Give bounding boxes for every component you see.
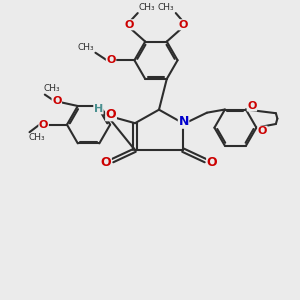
Text: O: O	[106, 55, 116, 65]
Text: CH₃: CH₃	[78, 43, 94, 52]
Text: N: N	[178, 115, 189, 128]
Text: CH₃: CH₃	[139, 3, 155, 12]
Text: CH₃: CH₃	[43, 84, 60, 93]
Text: O: O	[106, 108, 116, 121]
Text: O: O	[52, 96, 62, 106]
Text: CH₃: CH₃	[158, 3, 174, 12]
Text: O: O	[39, 120, 48, 130]
Text: O: O	[207, 156, 217, 169]
Text: O: O	[247, 101, 256, 111]
Text: O: O	[178, 20, 188, 30]
Text: O: O	[100, 156, 111, 169]
Text: H: H	[94, 104, 103, 114]
Text: CH₃: CH₃	[28, 133, 45, 142]
Text: O: O	[258, 126, 267, 136]
Text: O: O	[125, 20, 134, 30]
Text: methyl: methyl	[45, 84, 93, 98]
